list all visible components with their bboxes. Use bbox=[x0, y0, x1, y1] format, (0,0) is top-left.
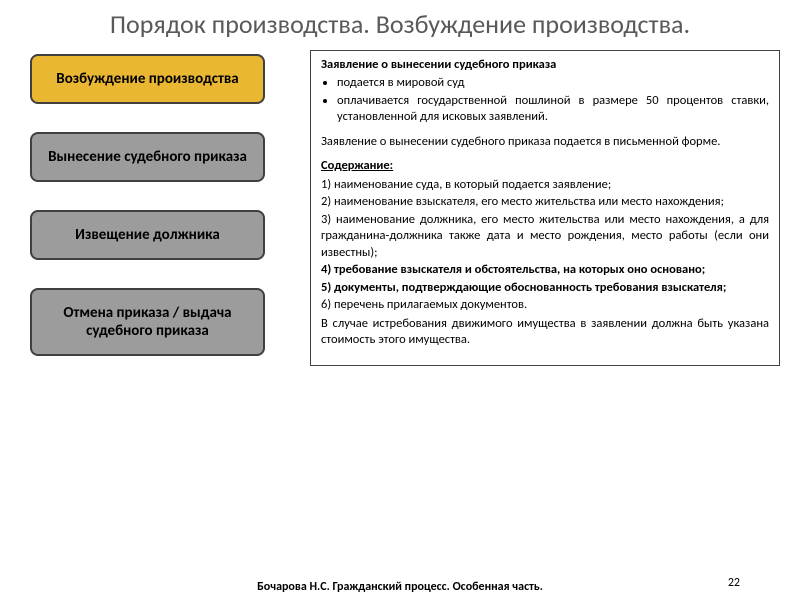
content-bullets: подается в мировой суд оплачивается госу… bbox=[323, 75, 769, 126]
main-layout: Возбуждение производства Вынесение судеб… bbox=[0, 46, 800, 366]
content-item: 4) требование взыскателя и обстоятельств… bbox=[321, 262, 769, 279]
content-item: 5) документы, подтверждающие обоснованно… bbox=[321, 280, 769, 297]
page-title: Порядок производства. Возбуждение произв… bbox=[0, 0, 800, 46]
content-para: Заявление о вынесении судебного приказа … bbox=[321, 134, 769, 151]
bullet-item: подается в мировой суд bbox=[337, 75, 769, 92]
content-panel: Заявление о вынесении судебного приказа … bbox=[310, 50, 780, 366]
footer-text: Бочарова Н.С. Гражданский процесс. Особе… bbox=[0, 580, 800, 594]
content-item: 6) перечень прилагаемых документов. bbox=[321, 297, 769, 314]
stage-issuance[interactable]: Вынесение судебного приказа bbox=[30, 132, 265, 182]
page-number: 22 bbox=[728, 576, 740, 590]
stage-notification[interactable]: Извещение должника bbox=[30, 210, 265, 260]
content-item: 3) наименование должника, его место жите… bbox=[321, 212, 769, 262]
bullet-item: оплачивается государственной пошлиной в … bbox=[337, 93, 769, 126]
content-item: 2) наименование взыскателя, его место жи… bbox=[321, 194, 769, 211]
content-item: 1) наименование суда, в который подается… bbox=[321, 177, 769, 194]
content-para: В случае истребования движимого имуществ… bbox=[321, 316, 769, 349]
content-heading: Заявление о вынесении судебного приказа bbox=[321, 57, 769, 74]
stage-cancellation[interactable]: Отмена приказа / выдача судебного приказ… bbox=[30, 288, 265, 356]
stage-initiation[interactable]: Возбуждение производства bbox=[30, 54, 265, 104]
content-subheading: Содержание: bbox=[321, 158, 393, 175]
stages-sidebar: Возбуждение производства Вынесение судеб… bbox=[30, 50, 265, 366]
